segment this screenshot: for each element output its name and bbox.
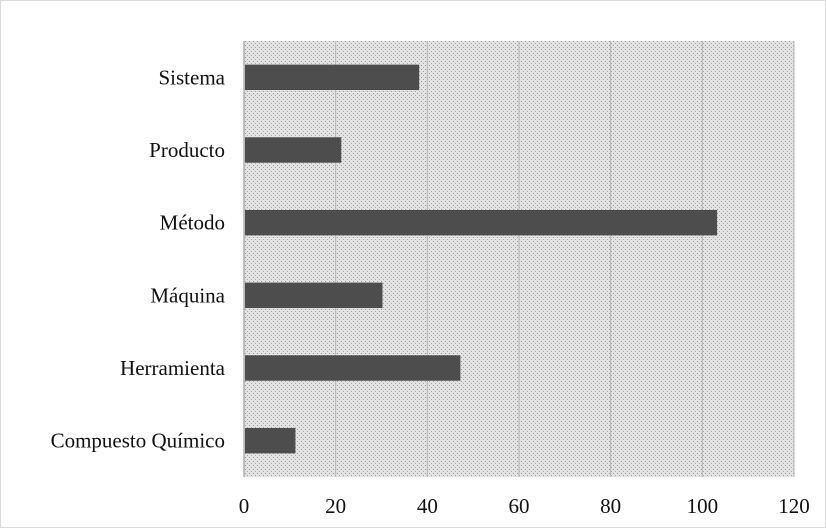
- category-label-metodo: Método: [160, 211, 225, 235]
- bar-metodo: [245, 209, 718, 236]
- x-tick-label-60: 60: [509, 494, 530, 518]
- x-tick-label-80: 80: [600, 494, 621, 518]
- bar-herramienta: [245, 355, 461, 381]
- category-label-sistema: Sistema: [159, 65, 226, 89]
- category-label-producto: Producto: [149, 138, 225, 162]
- bar-producto: [245, 137, 342, 163]
- bars: [245, 64, 718, 454]
- x-tick-label-100: 100: [687, 494, 719, 518]
- x-tick-label-40: 40: [417, 494, 438, 518]
- category-label-herramienta: Herramienta: [120, 356, 226, 380]
- category-label-maquina: Máquina: [150, 283, 225, 307]
- category-label-compuesto-quimico: Compuesto Químico: [51, 429, 225, 453]
- bar-sistema: [245, 64, 420, 91]
- x-tick-label-20: 20: [325, 494, 346, 518]
- x-tick-labels: 0 20 40 60 80 100 120: [239, 494, 810, 518]
- bar-maquina: [245, 282, 383, 309]
- grid-lines: [243, 41, 795, 477]
- x-tick-label-0: 0: [239, 494, 250, 518]
- category-labels: Sistema Producto Método Máquina Herramienta C…: [51, 65, 226, 452]
- x-tick-label-120: 120: [778, 494, 810, 518]
- bar-compuesto-quimico: [245, 427, 296, 454]
